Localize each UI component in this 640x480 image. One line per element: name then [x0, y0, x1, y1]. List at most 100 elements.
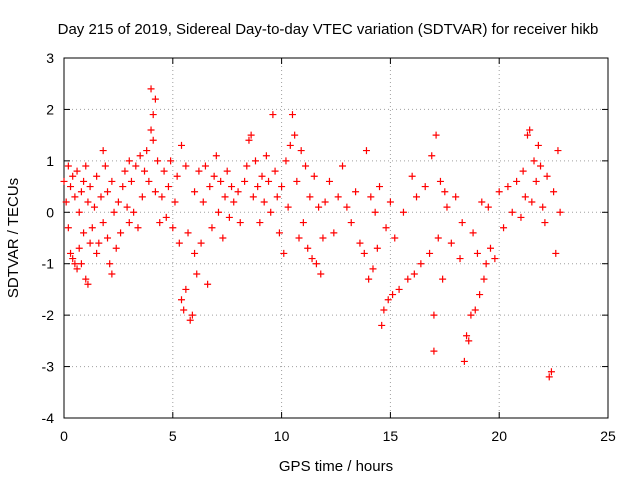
- data-point: [339, 162, 347, 170]
- data-point: [504, 183, 512, 191]
- data-point: [534, 141, 542, 149]
- data-point: [90, 203, 98, 211]
- data-point: [223, 167, 231, 175]
- data-point: [201, 162, 209, 170]
- data-point: [221, 193, 229, 201]
- data-point: [284, 203, 292, 211]
- y-tick-label: 0: [46, 204, 54, 220]
- data-point: [154, 157, 162, 165]
- data-point: [293, 177, 301, 185]
- data-point: [251, 157, 259, 165]
- data-point: [254, 183, 262, 191]
- data-point: [543, 172, 551, 180]
- data-point: [67, 183, 75, 191]
- data-point: [436, 177, 444, 185]
- data-point: [530, 157, 538, 165]
- data-point: [243, 162, 251, 170]
- data-point: [471, 306, 479, 314]
- data-point: [71, 260, 79, 268]
- data-point: [399, 208, 407, 216]
- data-point: [443, 203, 451, 211]
- data-point: [441, 188, 449, 196]
- data-point: [517, 213, 525, 221]
- data-point: [421, 183, 429, 191]
- data-point: [249, 193, 257, 201]
- data-point: [447, 239, 455, 247]
- data-point: [278, 183, 286, 191]
- data-point: [273, 193, 281, 201]
- data-point: [67, 249, 75, 257]
- data-point: [378, 321, 386, 329]
- x-tick-label: 0: [60, 428, 68, 444]
- data-point: [260, 198, 268, 206]
- data-point: [136, 152, 144, 160]
- data-point: [193, 270, 201, 278]
- data-point: [532, 177, 540, 185]
- data-point: [171, 198, 179, 206]
- data-point: [384, 296, 392, 304]
- data-point: [367, 193, 375, 201]
- data-point: [93, 249, 101, 257]
- data-point: [125, 157, 133, 165]
- data-point: [69, 255, 77, 263]
- data-point: [197, 239, 205, 247]
- data-point: [112, 244, 120, 252]
- data-point: [143, 147, 151, 155]
- data-point: [167, 157, 175, 165]
- data-point: [280, 249, 288, 257]
- x-tick-label: 5: [169, 428, 177, 444]
- data-point: [428, 152, 436, 160]
- data-point: [282, 157, 290, 165]
- data-point: [369, 265, 377, 273]
- data-point: [295, 234, 303, 242]
- data-point: [191, 249, 199, 257]
- data-point: [88, 224, 96, 232]
- data-point: [356, 239, 364, 247]
- y-tick-label: -3: [42, 359, 55, 375]
- data-point: [64, 224, 72, 232]
- data-point: [262, 152, 270, 160]
- data-point: [178, 296, 186, 304]
- data-point: [80, 177, 88, 185]
- data-point: [95, 239, 103, 247]
- data-point: [132, 162, 140, 170]
- data-point: [234, 188, 242, 196]
- y-tick-label: 3: [46, 50, 54, 66]
- data-point: [60, 177, 68, 185]
- data-point: [508, 208, 516, 216]
- data-point: [430, 311, 438, 319]
- data-point: [247, 131, 255, 139]
- data-point: [410, 270, 418, 278]
- data-point: [84, 198, 92, 206]
- data-point: [127, 177, 135, 185]
- data-point: [432, 131, 440, 139]
- data-point: [513, 177, 521, 185]
- data-point: [495, 188, 503, 196]
- data-point: [62, 198, 70, 206]
- data-point: [130, 208, 138, 216]
- data-point: [256, 219, 264, 227]
- data-point: [147, 126, 155, 134]
- data-point: [149, 136, 157, 144]
- data-point: [306, 193, 314, 201]
- data-point: [186, 316, 194, 324]
- data-point: [478, 198, 486, 206]
- data-point: [554, 147, 562, 155]
- y-tick-label: -4: [42, 410, 55, 426]
- data-point: [164, 183, 172, 191]
- data-point: [104, 234, 112, 242]
- data-point: [228, 183, 236, 191]
- x-axis-label: GPS time / hours: [279, 458, 393, 475]
- y-tick-label: 2: [46, 101, 54, 117]
- data-point: [236, 219, 244, 227]
- data-point: [297, 147, 305, 155]
- grid: [64, 58, 608, 418]
- data-point: [541, 219, 549, 227]
- data-point: [343, 203, 351, 211]
- data-point: [539, 203, 547, 211]
- data-point: [175, 239, 183, 247]
- plot-frame: [63, 57, 609, 419]
- data-point: [325, 177, 333, 185]
- data-point: [73, 167, 81, 175]
- data-point: [321, 198, 329, 206]
